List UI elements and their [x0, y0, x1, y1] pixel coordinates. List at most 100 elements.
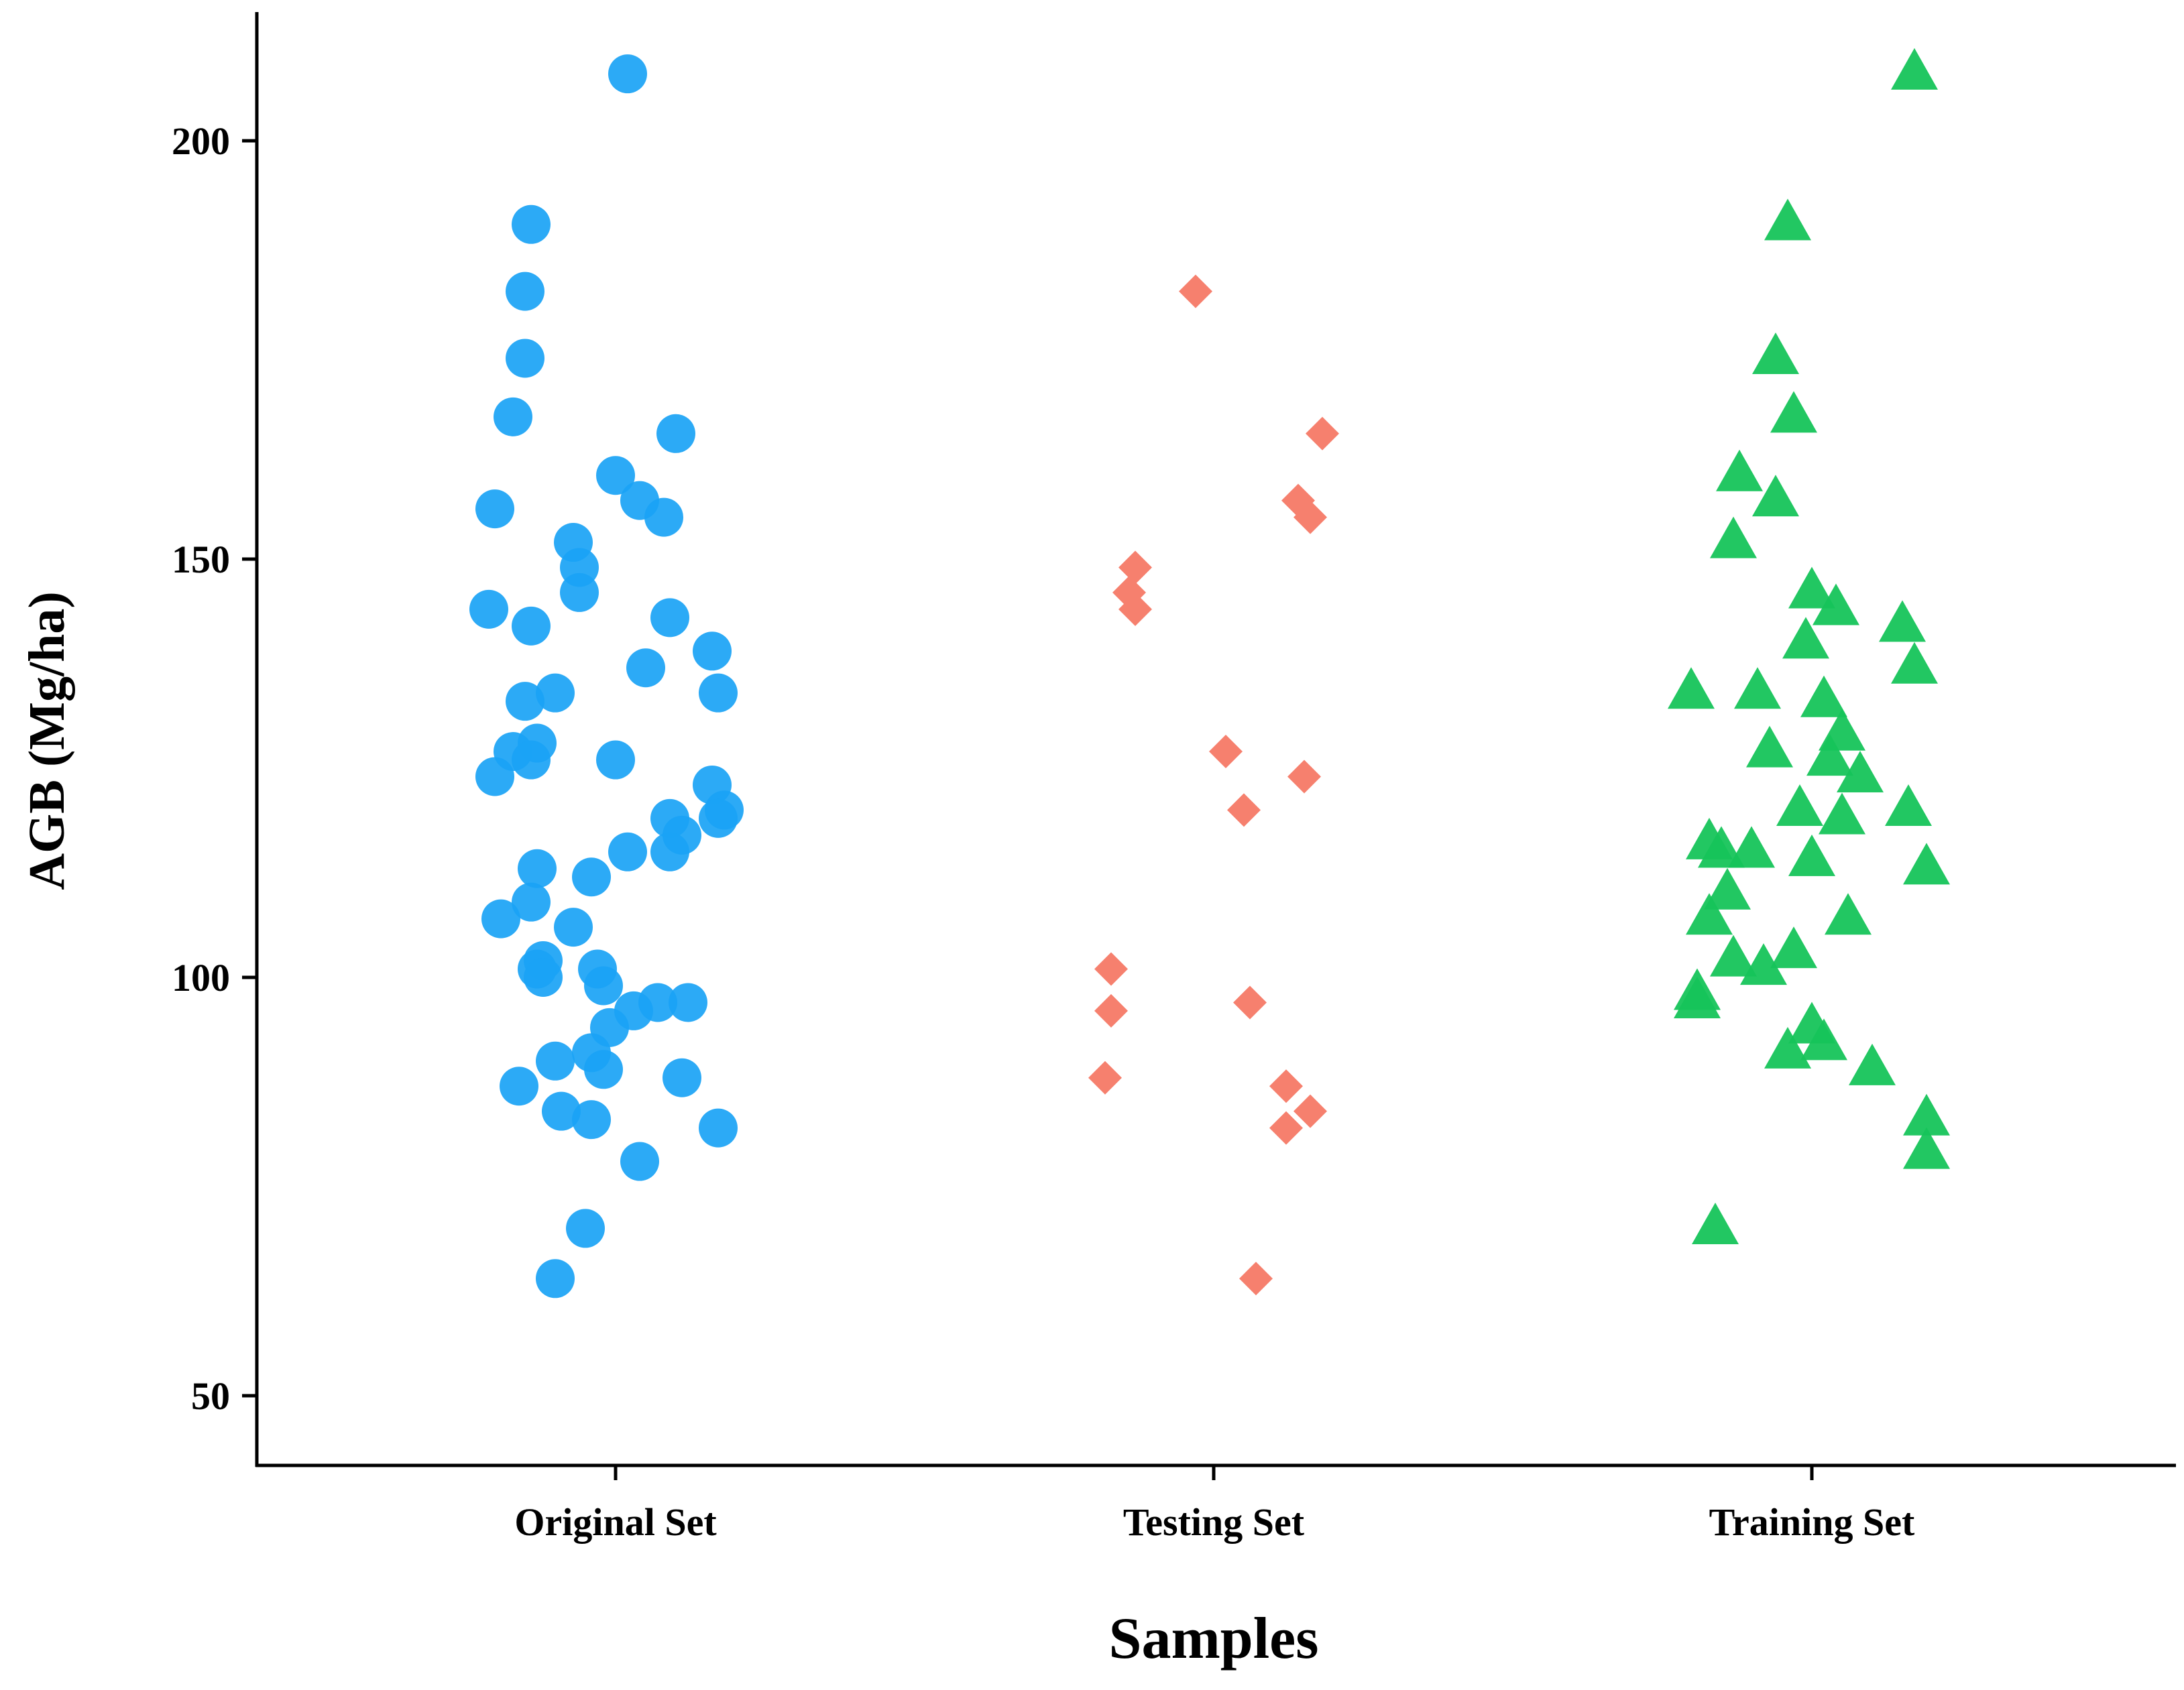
data-point	[1698, 826, 1745, 868]
data-point	[596, 456, 635, 495]
data-point	[626, 648, 665, 688]
data-point	[1728, 826, 1775, 868]
x-tick-label: Training Set	[1709, 1500, 1915, 1544]
data-point	[1209, 735, 1243, 769]
series-original-set	[469, 54, 744, 1299]
data-point	[1891, 48, 1938, 90]
data-point	[1849, 1043, 1896, 1085]
data-point	[518, 849, 557, 888]
data-point	[506, 682, 544, 721]
data-point	[608, 54, 647, 94]
data-point	[1734, 667, 1781, 709]
x-ticks: Original Set Testing Set Training Set	[514, 1465, 1915, 1544]
data-point	[1891, 642, 1938, 684]
data-point	[1903, 1127, 1950, 1169]
data-point	[1879, 600, 1926, 642]
data-point	[1294, 1094, 1327, 1128]
data-point	[699, 1108, 738, 1148]
series-training-set	[1668, 48, 1950, 1244]
data-point	[1239, 1262, 1273, 1296]
data-point	[650, 598, 689, 638]
data-point	[1903, 1093, 1950, 1136]
x-axis-title: Samples	[1109, 1606, 1319, 1671]
data-point	[512, 882, 551, 922]
data-point	[608, 832, 647, 871]
data-point	[644, 497, 683, 537]
data-point	[1710, 516, 1757, 558]
data-point	[693, 631, 732, 671]
data-point	[506, 271, 544, 311]
y-ticks: 50 100 150 200	[172, 119, 257, 1418]
data-point	[596, 740, 635, 780]
data-point	[469, 589, 508, 629]
y-tick-label: 200	[172, 119, 230, 163]
data-point	[1233, 985, 1267, 1020]
data-point	[1692, 1202, 1739, 1244]
data-point	[650, 832, 689, 871]
data-point	[1800, 675, 1847, 717]
data-point	[1800, 1018, 1847, 1061]
data-point	[584, 966, 623, 1006]
data-point	[1716, 449, 1763, 491]
data-point	[1704, 867, 1751, 910]
data-point	[1674, 977, 1721, 1018]
data-point	[1752, 475, 1799, 517]
data-point	[1782, 617, 1829, 659]
data-point	[475, 489, 514, 529]
data-point	[542, 1091, 581, 1131]
data-point	[1668, 667, 1715, 709]
data-point	[1094, 993, 1128, 1028]
data-point	[1740, 943, 1787, 985]
data-point	[1885, 784, 1932, 826]
data-point	[481, 899, 520, 939]
data-point	[512, 606, 551, 646]
data-point	[1752, 333, 1799, 375]
data-point	[584, 1050, 623, 1089]
data-point	[1710, 934, 1757, 977]
data-point	[572, 1100, 611, 1140]
x-tick-label: Original Set	[514, 1500, 717, 1544]
data-point	[560, 572, 599, 612]
plot-markers	[469, 48, 1950, 1299]
data-point	[1746, 725, 1793, 768]
data-point	[1825, 893, 1872, 935]
y-axis-title: AGB (Mg/ha)	[19, 591, 75, 890]
data-point	[1686, 893, 1733, 935]
data-point	[1770, 926, 1817, 969]
y-tick-label: 50	[191, 1374, 230, 1418]
data-point	[1088, 1061, 1122, 1095]
data-point	[1287, 760, 1321, 794]
data-point	[1806, 734, 1853, 776]
data-point	[669, 983, 707, 1022]
data-point	[1764, 1026, 1811, 1069]
data-point	[1306, 416, 1339, 450]
data-point	[1269, 1069, 1303, 1103]
data-point	[1788, 566, 1835, 609]
data-point	[536, 1041, 575, 1081]
data-point	[1813, 583, 1859, 625]
data-point	[1776, 784, 1823, 826]
data-point	[554, 908, 593, 947]
data-point	[663, 1058, 701, 1097]
data-point	[1118, 592, 1152, 626]
data-point	[1788, 834, 1835, 876]
data-point	[512, 204, 551, 244]
data-point	[506, 339, 544, 378]
y-tick-label: 100	[172, 956, 230, 1000]
data-point	[1118, 550, 1152, 585]
data-point	[620, 1142, 659, 1181]
data-point	[524, 958, 563, 997]
series-testing-set	[1088, 274, 1339, 1296]
data-point	[566, 1209, 605, 1248]
axes	[255, 12, 2176, 1467]
data-point	[1294, 500, 1327, 534]
data-point	[1903, 843, 1950, 885]
data-point	[475, 757, 514, 796]
data-point	[1227, 793, 1261, 827]
data-point	[536, 1259, 575, 1299]
data-point	[1094, 952, 1128, 986]
data-point	[1269, 1111, 1303, 1145]
y-tick-label: 150	[172, 538, 230, 581]
x-tick-label: Testing Set	[1123, 1500, 1305, 1544]
